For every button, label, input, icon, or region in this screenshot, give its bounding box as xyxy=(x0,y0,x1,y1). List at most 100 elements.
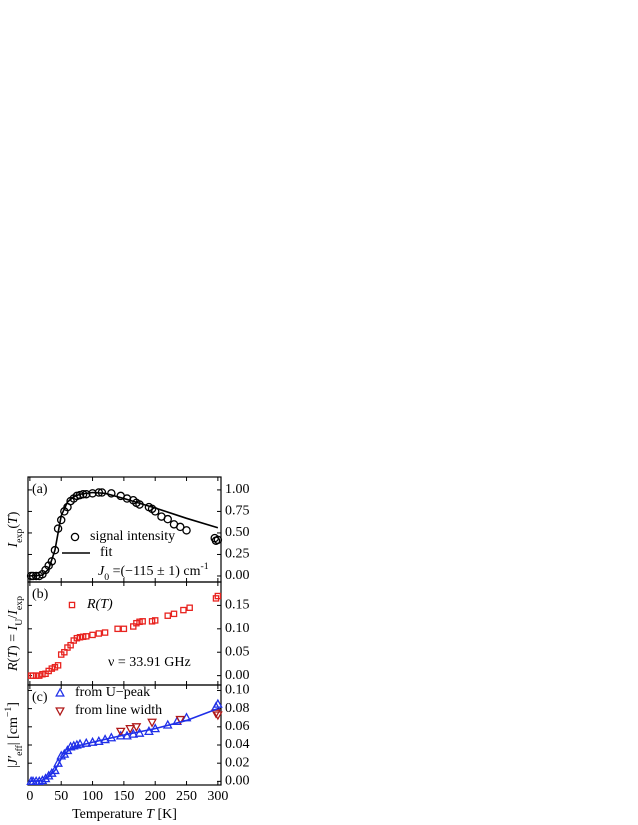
text-run: T xyxy=(6,649,21,658)
plot-frame xyxy=(27,684,222,786)
y-tick-label: 0.00 xyxy=(225,668,250,683)
marker-triangle-down xyxy=(147,718,157,728)
y-tick-label: 0.08 xyxy=(225,701,250,716)
text-run: −1 xyxy=(3,707,14,718)
legend-label: from U−peak xyxy=(75,685,150,700)
text-run: ] xyxy=(6,702,21,707)
x-tick-label: 200 xyxy=(145,789,166,804)
annotation: J0 =(−115 ± 1) cm-1 xyxy=(98,561,209,583)
y-tick-label: 0.75 xyxy=(225,504,250,519)
marker-triangle-up xyxy=(212,698,223,708)
legend-label: signal intensity xyxy=(90,529,175,544)
text-run: J xyxy=(98,564,105,579)
y-axis-label: R(T) = IU/Iexp xyxy=(6,596,25,672)
marker-triangle-up xyxy=(50,765,60,775)
text-run: ( xyxy=(6,524,21,529)
marker-square xyxy=(120,625,128,633)
text-run: -1 xyxy=(201,561,209,572)
x-tick-label: 50 xyxy=(54,789,68,804)
marker-square xyxy=(186,604,193,612)
x-tick-label: 250 xyxy=(176,789,197,804)
panel-label: (b) xyxy=(32,587,49,602)
y-tick-label: 0.02 xyxy=(225,755,250,770)
x-tick-label: 0 xyxy=(26,789,33,804)
marker-triangle-down xyxy=(131,723,142,733)
y-tick-label: 0.50 xyxy=(225,525,250,540)
x-tick-label: 300 xyxy=(207,789,228,804)
marker-square xyxy=(170,610,178,618)
y-tick-label: 0.00 xyxy=(225,568,250,583)
marker-square xyxy=(214,592,222,600)
fit-line xyxy=(29,707,219,783)
legend-marker xyxy=(55,707,65,717)
marker-square xyxy=(95,630,103,637)
text-run: U xyxy=(14,619,25,626)
marker-circle xyxy=(182,526,191,535)
marker-triangle-up xyxy=(75,738,85,748)
text-run: exp xyxy=(14,596,25,610)
text-run: T xyxy=(6,515,21,524)
marker-square xyxy=(164,612,171,619)
legend-label: from line width xyxy=(75,703,162,718)
x-tick-label: 150 xyxy=(113,789,134,804)
marker-triangle-down xyxy=(115,727,126,737)
text-run: [K] xyxy=(154,807,177,822)
y-tick-label: 0.04 xyxy=(225,737,250,752)
text-run: R xyxy=(6,662,21,672)
text-run: / xyxy=(6,615,21,619)
marker-circle xyxy=(213,535,223,545)
legend-marker xyxy=(70,532,80,542)
y-tick-label: 0.10 xyxy=(225,621,250,636)
y-tick-label: 0.06 xyxy=(225,719,250,734)
marker-circle xyxy=(176,522,185,532)
y-tick-label: 0.25 xyxy=(225,547,250,562)
y-axis-label: |J′eff| [cm−1] xyxy=(3,702,25,768)
marker-triangle-down xyxy=(175,715,186,725)
legend-label: fit xyxy=(100,545,113,560)
text-run: J′ xyxy=(6,755,21,765)
marker-square xyxy=(83,633,90,640)
annotation: ν = 33.91 GHz xyxy=(108,655,191,670)
marker-circle xyxy=(163,514,172,524)
panel-label: (a) xyxy=(32,482,48,497)
text-run: Temperature xyxy=(72,807,146,822)
text-run: 0 xyxy=(104,572,109,583)
marker-triangle-down xyxy=(212,711,223,721)
marker-square xyxy=(114,625,121,633)
marker-square xyxy=(180,606,187,614)
y-axis-label: Iexp(T) xyxy=(6,511,25,548)
y-tick-label: 1.00 xyxy=(225,482,250,497)
marker-square xyxy=(101,629,109,636)
marker-square xyxy=(151,617,159,624)
x-tick-label: 100 xyxy=(82,789,103,804)
y-tick-label: 0.00 xyxy=(225,774,250,789)
panel-label: (c) xyxy=(32,690,48,705)
marker-square xyxy=(54,662,62,669)
legend-marker xyxy=(68,601,76,609)
marker-square xyxy=(89,631,96,639)
x-axis-label: Temperature T [K] xyxy=(72,807,177,822)
text-run: =(−115 ± 1) cm xyxy=(109,564,200,579)
y-tick-label: 0.10 xyxy=(225,683,250,698)
text-run: eff xyxy=(14,744,25,755)
marker-triangle-down xyxy=(125,724,136,734)
y-tick-label: 0.15 xyxy=(225,598,250,613)
text-run: I xyxy=(6,541,21,548)
text-run: | [cm xyxy=(6,717,21,745)
text-run: I xyxy=(6,609,21,616)
text-run: | xyxy=(6,765,21,768)
text-run: ) xyxy=(6,511,21,516)
marker-triangle-up xyxy=(68,740,79,750)
text-run: ( xyxy=(6,657,21,662)
text-run: ) = xyxy=(6,630,21,650)
legend-label: R(T) xyxy=(86,597,113,612)
text-run: exp xyxy=(14,529,25,543)
text-run: ν = 33.91 GHz xyxy=(108,655,191,670)
text-run: I xyxy=(6,624,21,631)
fit-line xyxy=(29,491,219,577)
legend-marker xyxy=(55,687,65,697)
text-run: T xyxy=(146,807,155,822)
y-tick-label: 0.05 xyxy=(225,644,250,659)
marker-triangle-up xyxy=(71,739,82,749)
